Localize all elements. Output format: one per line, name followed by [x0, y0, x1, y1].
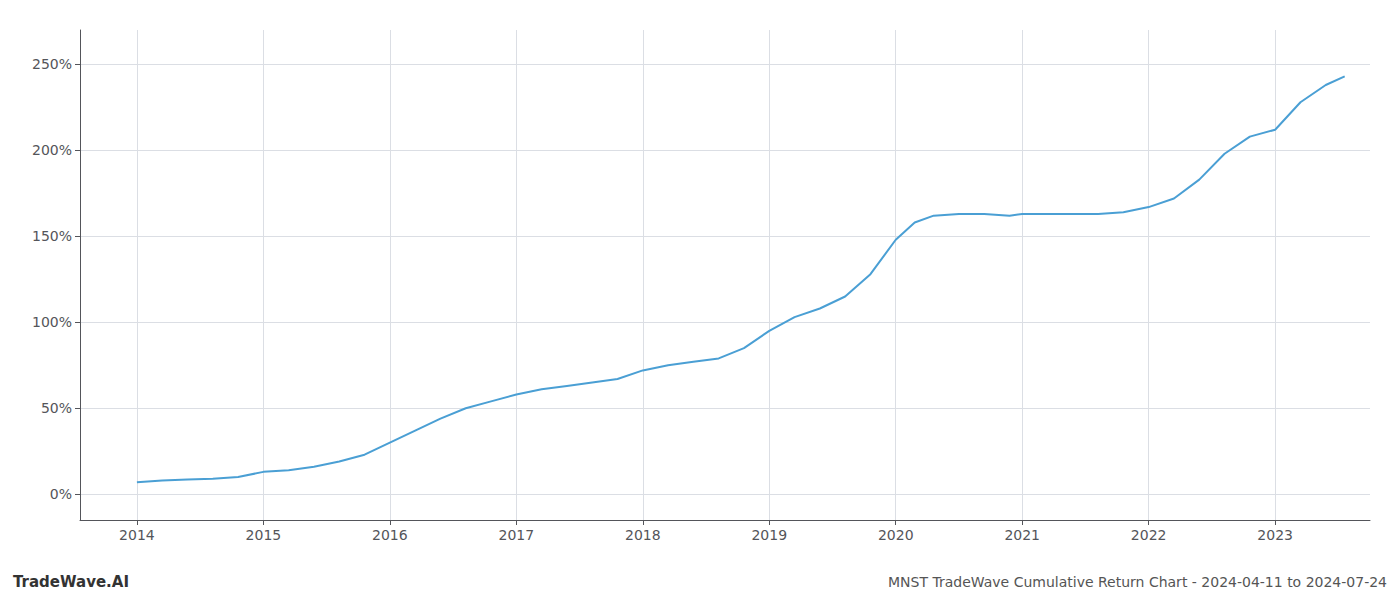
svg-text:2016: 2016 — [372, 527, 408, 543]
svg-text:2015: 2015 — [246, 527, 282, 543]
svg-text:2023: 2023 — [1257, 527, 1293, 543]
svg-text:0%: 0% — [50, 486, 72, 502]
svg-text:2022: 2022 — [1131, 527, 1167, 543]
svg-text:2017: 2017 — [499, 527, 535, 543]
svg-text:2018: 2018 — [625, 527, 661, 543]
svg-text:MNST TradeWave Cumulative Retu: MNST TradeWave Cumulative Return Chart -… — [888, 574, 1387, 590]
svg-text:100%: 100% — [32, 314, 72, 330]
svg-text:2014: 2014 — [119, 527, 155, 543]
svg-text:150%: 150% — [32, 228, 72, 244]
svg-text:200%: 200% — [32, 142, 72, 158]
svg-text:2019: 2019 — [751, 527, 787, 543]
svg-text:250%: 250% — [32, 56, 72, 72]
svg-text:50%: 50% — [41, 400, 72, 416]
svg-text:2021: 2021 — [1004, 527, 1040, 543]
svg-text:TradeWave.AI: TradeWave.AI — [13, 573, 129, 591]
svg-text:2020: 2020 — [878, 527, 914, 543]
